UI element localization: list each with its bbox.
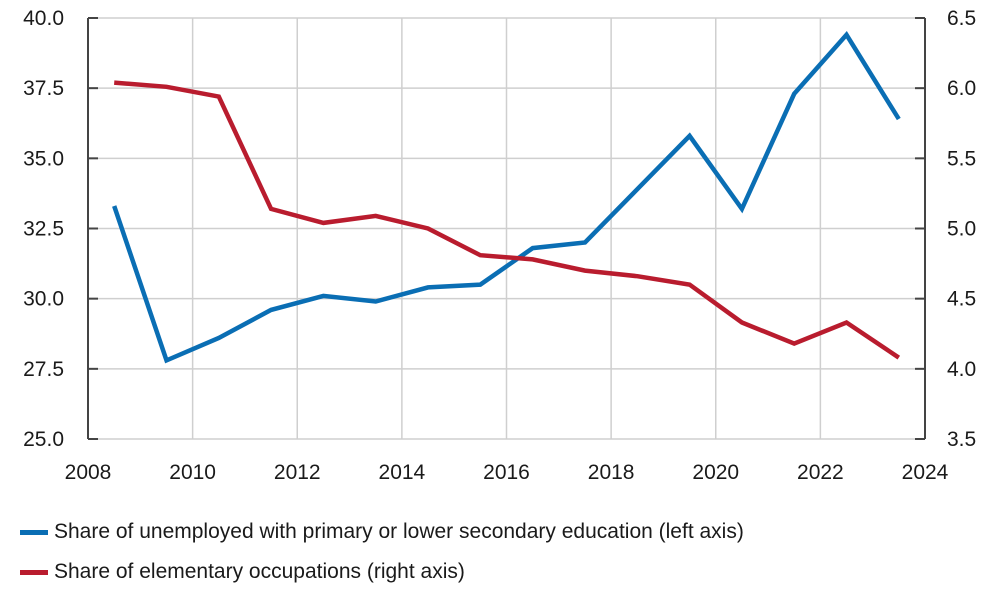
series-line-elementary-occupations — [114, 80, 901, 360]
legend-swatch-blue-icon — [20, 529, 48, 535]
x-tick-label: 2016 — [483, 461, 530, 484]
legend-label: Share of elementary occupations (right a… — [54, 560, 465, 583]
left-tick-label: 27.5 — [23, 358, 64, 381]
legend-swatch-red-icon — [20, 569, 48, 575]
left-tick-label: 30.0 — [23, 288, 64, 311]
x-tick-label: 2014 — [379, 461, 426, 484]
x-tick-label: 2024 — [902, 461, 949, 484]
x-tick-label: 2008 — [65, 461, 112, 484]
left-tick-label: 37.5 — [23, 77, 64, 100]
axes — [87, 17, 926, 440]
right-tick-label: 6.5 — [947, 7, 976, 30]
right-tick-label: 4.0 — [947, 358, 976, 381]
left-tick-label: 35.0 — [23, 147, 64, 170]
x-axis-tick-labels: 2008 2010 2012 2014 2016 2018 2020 2022 2024 — [65, 461, 949, 484]
x-tick-label: 2018 — [588, 461, 635, 484]
left-tick-label: 32.5 — [23, 218, 64, 241]
x-tick-label: 2010 — [169, 461, 216, 484]
x-tick-label: 2012 — [274, 461, 321, 484]
left-tick-label: 25.0 — [23, 428, 64, 451]
legend-label: Share of unemployed with primary or lowe… — [54, 520, 744, 543]
right-tick-label: 6.0 — [947, 77, 976, 100]
legend: Share of unemployed with primary or lowe… — [20, 512, 744, 592]
right-axis-tick-labels: 3.5 4.0 4.5 5.0 5.5 6.0 6.5 — [947, 7, 976, 451]
gridlines — [88, 17, 925, 440]
legend-item-unemployed: Share of unemployed with primary or lowe… — [20, 512, 744, 552]
x-tick-label: 2022 — [797, 461, 844, 484]
series-line-unemployed — [112, 31, 901, 364]
legend-item-elementary: Share of elementary occupations (right a… — [20, 552, 744, 592]
x-tick-label: 2020 — [692, 461, 739, 484]
left-tick-label: 40.0 — [23, 7, 64, 30]
right-tick-label: 5.5 — [947, 147, 976, 170]
left-axis-tick-labels: 25.0 27.5 30.0 32.5 35.0 37.5 40.0 — [23, 7, 64, 451]
series-lines — [112, 31, 901, 364]
right-tick-label: 5.0 — [947, 218, 976, 241]
right-tick-label: 4.5 — [947, 288, 976, 311]
right-tick-label: 3.5 — [947, 428, 976, 451]
